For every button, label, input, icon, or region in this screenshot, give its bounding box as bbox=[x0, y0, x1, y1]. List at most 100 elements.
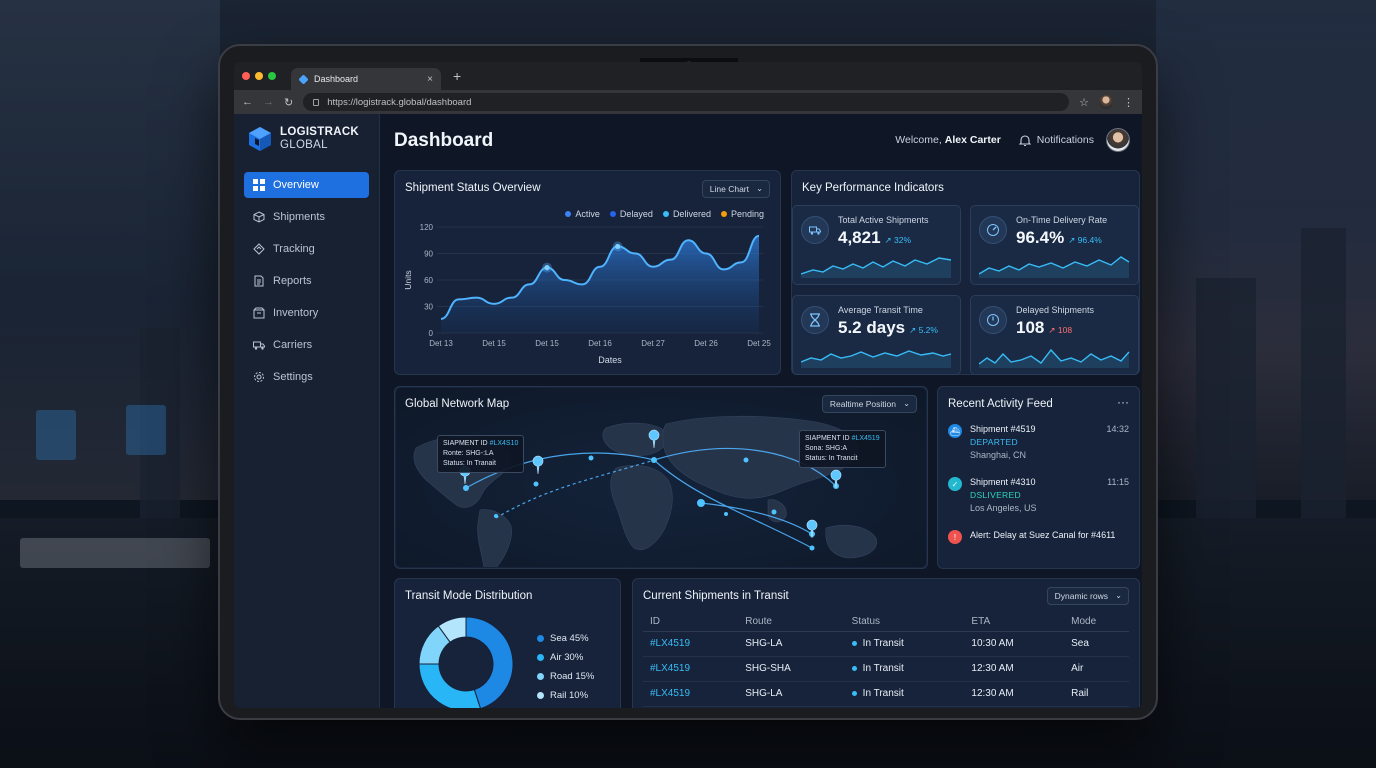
sparkline bbox=[801, 350, 952, 368]
sidebar: LOGISTRACK GLOBAL Overview Shipments Tra… bbox=[234, 114, 380, 708]
rows-dropdown[interactable]: Dynamic rows ⌄ bbox=[1046, 587, 1129, 605]
column-header[interactable]: ID bbox=[643, 613, 739, 632]
background-building bbox=[1196, 278, 1256, 528]
table-row[interactable]: #LX4519 SHG-SHA In Transit 12:30 AM Air bbox=[643, 656, 1129, 682]
card-title: Current Shipments in Transit bbox=[643, 590, 789, 602]
shipments-table-card: Current Shipments in Transit Dynamic row… bbox=[632, 578, 1140, 708]
route-cell: SHG-LA bbox=[738, 681, 845, 707]
ship-icon: ⛴ bbox=[948, 424, 962, 438]
donut-slice bbox=[437, 616, 467, 643]
tooltip-label: SIAPMENT ID bbox=[805, 435, 850, 442]
background-building bbox=[1301, 228, 1346, 528]
column-header[interactable]: ETA bbox=[964, 613, 1065, 632]
kpi-delta: ↗ 96.4% bbox=[1068, 235, 1102, 245]
shipment-id-link[interactable]: #LX4519 bbox=[643, 656, 739, 682]
bell-icon[interactable] bbox=[1018, 134, 1031, 147]
route-cell: SHG-LA bbox=[738, 631, 845, 657]
y-tick-label: 90 bbox=[424, 250, 433, 259]
notifications-link[interactable]: Notifications bbox=[1036, 134, 1094, 146]
back-icon[interactable]: ← bbox=[242, 96, 253, 108]
feed-status: DSLIVERED bbox=[970, 490, 1021, 500]
new-tab-button[interactable]: + bbox=[453, 68, 462, 84]
sidebar-item-inventory[interactable]: Inventory bbox=[244, 300, 369, 326]
y-axis-label: Units bbox=[403, 270, 413, 289]
sparkline bbox=[979, 348, 1130, 368]
more-options-icon[interactable]: ··· bbox=[1117, 395, 1129, 409]
dropdown-value: Line Chart bbox=[709, 184, 749, 194]
chevron-down-icon: ⌄ bbox=[756, 184, 763, 193]
kpi-label: Delayed Shipments bbox=[1016, 305, 1095, 315]
sidebar-item-settings[interactable]: Settings bbox=[244, 364, 369, 390]
window-close-button[interactable] bbox=[242, 72, 250, 80]
hourglass-icon bbox=[801, 306, 829, 334]
brand-logo: LOGISTRACK GLOBAL bbox=[234, 126, 379, 152]
browser-tab[interactable]: Dashboard × bbox=[291, 68, 441, 90]
column-header[interactable]: Mode bbox=[1064, 613, 1129, 632]
card-title: Shipment Status Overview bbox=[405, 182, 541, 194]
grid-icon bbox=[253, 179, 265, 191]
truck-icon bbox=[253, 341, 265, 350]
sidebar-item-reports[interactable]: Reports bbox=[244, 268, 369, 294]
shipment-id-link[interactable]: #LX4519 bbox=[643, 631, 739, 657]
table-row[interactable]: #LX4519 SHG-LA In Transit 12:30 AM Rail bbox=[643, 681, 1129, 707]
chart-type-dropdown[interactable]: Line Chart ⌄ bbox=[701, 180, 770, 198]
feed-location: Los Angeles, US bbox=[970, 503, 1037, 513]
kpi-label: Total Active Shipments bbox=[838, 215, 929, 225]
shipment-id-link[interactable]: #LX4519 bbox=[643, 681, 739, 707]
feed-item[interactable]: ✓ Shipment #4310 11:15 DSLIVERED Los Ang… bbox=[948, 476, 1129, 520]
tab-close-icon[interactable]: × bbox=[427, 73, 433, 85]
kpi-total-active[interactable]: Total Active Shipments 4,821 ↗ 32% bbox=[792, 205, 961, 285]
x-tick-label: Det 15 bbox=[535, 339, 559, 348]
legend-item: Active bbox=[565, 209, 600, 219]
user-avatar[interactable] bbox=[1106, 128, 1130, 152]
donut-legend: Sea 45% Air 30% Road 15% Rail 10% bbox=[537, 629, 594, 705]
favicon-icon bbox=[298, 73, 309, 85]
inventory-icon bbox=[253, 307, 265, 319]
dropdown-value: Dynamic rows bbox=[1054, 591, 1108, 601]
feed-title: Shipment #4310 bbox=[970, 477, 1036, 487]
y-tick-label: 30 bbox=[424, 303, 433, 312]
column-header[interactable]: Status bbox=[844, 613, 965, 632]
card-title: Global Network Map bbox=[405, 398, 510, 410]
card-title: Recent Activity Feed bbox=[948, 398, 1053, 410]
column-header[interactable]: Route bbox=[738, 613, 845, 632]
sidebar-item-overview[interactable]: Overview bbox=[244, 172, 369, 198]
reload-icon[interactable]: ↻ bbox=[284, 96, 294, 109]
activity-feed-card: Recent Activity Feed ··· ⛴ Shipment #451… bbox=[937, 386, 1140, 569]
table-row[interactable]: #LX4519 SHG-LA In Transit 10:30 AM Sea bbox=[643, 631, 1129, 657]
x-tick-label: Det 13 bbox=[429, 339, 453, 348]
address-bar[interactable]: https://logistrack.global/dashboard bbox=[303, 93, 1070, 111]
map-mode-dropdown[interactable]: Realtime Position ⌄ bbox=[821, 395, 917, 413]
mode-cell: Sea bbox=[1064, 631, 1129, 657]
y-tick-label: 60 bbox=[424, 276, 433, 285]
profile-avatar[interactable] bbox=[1099, 95, 1113, 109]
status-cell: In Transit bbox=[844, 656, 965, 682]
kpi-on-time-rate[interactable]: On-Time Delivery Rate 96.4% ↗ 96.4% bbox=[970, 205, 1139, 285]
browser-menu-icon[interactable]: ⋮ bbox=[1123, 96, 1134, 109]
sidebar-item-carriers[interactable]: Carriers bbox=[244, 332, 369, 358]
dropdown-value: Realtime Position bbox=[829, 399, 896, 409]
eta-cell: 12:30 AM bbox=[964, 656, 1065, 682]
window-maximize-button[interactable] bbox=[268, 72, 276, 80]
window-minimize-button[interactable] bbox=[255, 72, 263, 80]
forward-icon[interactable]: → bbox=[263, 96, 274, 108]
sidebar-item-tracking[interactable]: Tracking bbox=[244, 236, 369, 262]
feed-time: 14:32 bbox=[1106, 424, 1129, 434]
feed-item-alert[interactable]: ! Alert: Delay at Suez Canal for #4611 bbox=[948, 529, 1129, 547]
chevron-down-icon: ⌄ bbox=[903, 399, 910, 408]
background-window-left bbox=[0, 0, 220, 500]
x-tick-label: Det 27 bbox=[641, 339, 665, 348]
feed-location: Shanghai, CN bbox=[970, 450, 1027, 460]
background-monitor bbox=[36, 410, 76, 460]
x-tick-label: Det 15 bbox=[482, 339, 506, 348]
kpi-delayed[interactable]: Delayed Shipments 108 ↗ 108 bbox=[970, 295, 1139, 375]
kpi-avg-transit[interactable]: Average Transit Time 5.2 days ↗ 5.2% bbox=[792, 295, 961, 375]
world-map-svg bbox=[413, 415, 877, 567]
sidebar-item-shipments[interactable]: Shipments bbox=[244, 204, 369, 230]
world-map[interactable] bbox=[396, 388, 926, 567]
kpi-label: Average Transit Time bbox=[838, 305, 923, 315]
y-tick-label: 0 bbox=[429, 329, 434, 338]
bookmark-star-icon[interactable]: ☆ bbox=[1079, 96, 1089, 109]
gear-icon bbox=[254, 372, 264, 382]
feed-item[interactable]: ⛴ Shipment #4519 14:32 DEPARTED Shanghai… bbox=[948, 423, 1129, 467]
